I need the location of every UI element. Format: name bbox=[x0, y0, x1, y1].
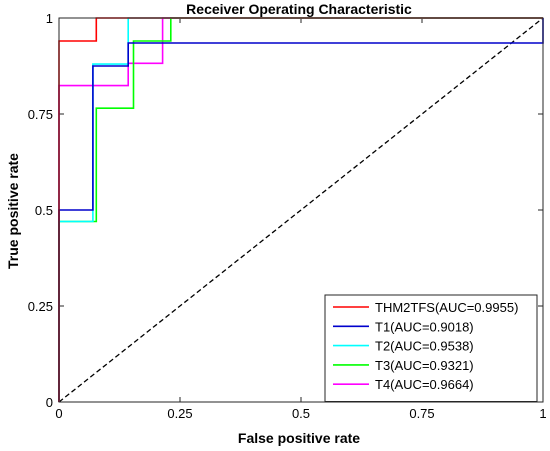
legend-label: T2(AUC=0.9538) bbox=[375, 339, 474, 354]
x-tick-label: 1 bbox=[539, 406, 546, 421]
y-tick-label: 0 bbox=[46, 395, 53, 410]
plot-border bbox=[58, 17, 544, 403]
y-tick-label: 1 bbox=[46, 11, 53, 26]
legend-label: THM2TFS(AUC=0.9955) bbox=[375, 300, 518, 315]
legend-label: T1(AUC=0.9018) bbox=[375, 319, 474, 334]
legend: THM2TFS(AUC=0.9955) T1(AUC=0.9018) T2(AUC=… bbox=[324, 294, 538, 402]
legend-label: T3(AUC=0.9321) bbox=[375, 358, 474, 373]
tick-labels: 0 0.25 0.5 0.75 1 0 0.25 0.5 0.75 1 bbox=[28, 11, 547, 421]
x-tick-label: 0 bbox=[55, 406, 62, 421]
x-tick-label: 0.75 bbox=[409, 406, 434, 421]
y-tick-label: 0.5 bbox=[35, 203, 53, 218]
y-axis-title: True positive rate bbox=[5, 153, 21, 269]
chance-diagonal-line bbox=[58, 17, 544, 403]
x-axis-title: False positive rate bbox=[238, 430, 360, 446]
x-tick-label: 0.5 bbox=[292, 406, 310, 421]
reference-diagonal bbox=[58, 17, 544, 403]
y-tick-label: 0.25 bbox=[28, 299, 53, 314]
roc-line-t1 bbox=[58, 18, 544, 402]
y-tick-label: 0.75 bbox=[28, 107, 53, 122]
x-tick-label: 0.25 bbox=[167, 406, 192, 421]
legend-label: T4(AUC=0.9664) bbox=[375, 377, 474, 392]
chart-title: Receiver Operating Characteristic bbox=[186, 1, 412, 17]
